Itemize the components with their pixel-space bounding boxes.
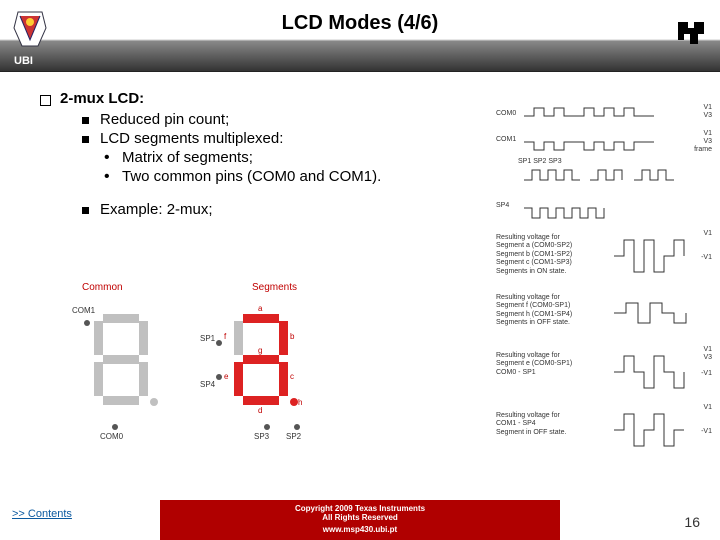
footer: >> Contents Copyright 2009 Texas Instrum… bbox=[0, 496, 720, 540]
slide-title: LCD Modes (4/6) bbox=[0, 12, 720, 35]
sp-label-row: SP1 SP2 SP3 bbox=[518, 158, 562, 166]
digit-segments: a b c d e f g h bbox=[232, 314, 290, 406]
copyright-bar: Copyright 2009 Texas Instruments All Rig… bbox=[160, 500, 560, 540]
wave-text-4: Resulting voltage for COM1 - SP4 Segment… bbox=[496, 412, 606, 437]
pin-sp2: SP2 bbox=[286, 432, 301, 441]
contents-link[interactable]: >> Contents bbox=[12, 508, 72, 520]
ubi-label: UBI bbox=[14, 55, 33, 67]
label-common: Common bbox=[82, 282, 123, 293]
ti-logo bbox=[674, 14, 710, 50]
pin-sp3: SP3 bbox=[254, 432, 269, 441]
digit-common bbox=[92, 314, 150, 406]
label-segments: Segments bbox=[252, 282, 297, 293]
pin-sp4: SP4 bbox=[200, 380, 215, 389]
wave-text-3: Resulting voltage for Segment e (COM0-SP… bbox=[496, 352, 606, 377]
page-number: 16 bbox=[684, 514, 700, 530]
header: LCD Modes (4/6) UBI bbox=[0, 0, 720, 72]
wave-text-1: Resulting voltage for Segment a (COM0-SP… bbox=[496, 234, 606, 276]
pin-com0: COM0 bbox=[100, 432, 123, 441]
wave-text-2: Resulting voltage for Segment f (COM0-SP… bbox=[496, 294, 606, 328]
pin-com1: COM1 bbox=[72, 306, 95, 315]
pin-sp1: SP1 bbox=[200, 334, 215, 343]
seven-segment-diagram: Common Segments COM1 COM0 a b c d e f g … bbox=[72, 296, 432, 480]
waveform-diagram: COM0 COM1 SP1 SP2 SP3 SP4 V1 V3 V1 V3 fr… bbox=[494, 102, 712, 496]
